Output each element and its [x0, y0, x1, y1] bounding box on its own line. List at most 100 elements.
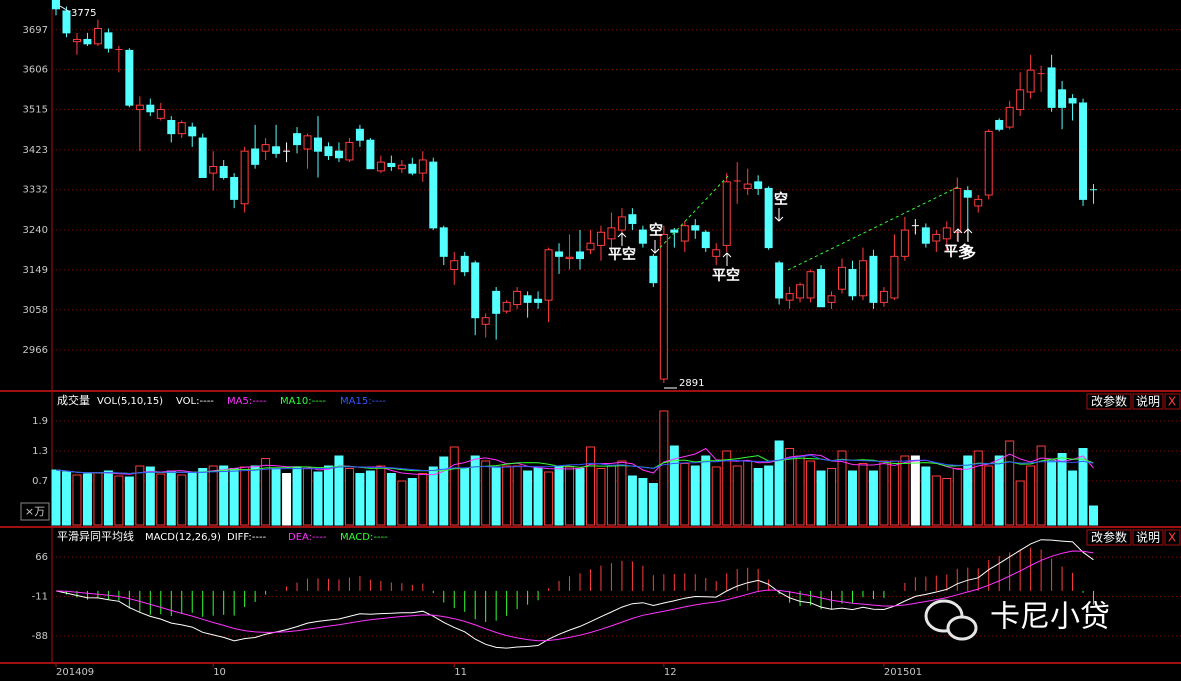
candle-body — [764, 187, 773, 249]
candle-body — [167, 120, 176, 135]
candle-body — [942, 227, 951, 240]
candle-body — [963, 190, 972, 198]
candle-body — [1068, 98, 1077, 104]
candle-body — [953, 187, 962, 233]
button[interactable] — [1164, 529, 1181, 546]
button[interactable] — [1164, 393, 1181, 410]
volume-bar — [1089, 505, 1099, 526]
y-tick-label: 0.7 — [32, 476, 48, 487]
volume-bar — [271, 468, 281, 526]
signal-label: 空 — [649, 222, 663, 239]
volume-bar — [806, 460, 816, 526]
button-label[interactable]: 说明 — [1136, 530, 1160, 545]
y-tick-label: 3332 — [23, 185, 48, 196]
button-label[interactable]: X — [1168, 395, 1176, 409]
volume-bar — [61, 471, 71, 526]
candle-body — [177, 122, 186, 135]
candle-body — [659, 233, 668, 380]
candle-body — [869, 255, 878, 303]
candle-body — [135, 104, 144, 111]
volume-bar — [774, 440, 784, 526]
candle-body — [324, 146, 333, 157]
y-tick-label: -88 — [32, 631, 48, 642]
volume-bar — [198, 468, 208, 526]
y-tick-label: 1.9 — [32, 416, 48, 427]
candle-body — [62, 10, 71, 34]
volume-bar — [617, 460, 627, 526]
legend-entry: MA5:---- — [227, 396, 267, 407]
legend-entry: MA15:---- — [340, 396, 386, 407]
candle-body — [146, 104, 155, 113]
volume-bar — [963, 455, 973, 526]
volume-bar — [313, 471, 323, 526]
button[interactable] — [1086, 529, 1132, 546]
candle-body — [995, 120, 1004, 130]
legend-entry: DEA:---- — [288, 532, 327, 543]
button-label[interactable]: X — [1168, 531, 1176, 545]
volume-bar — [554, 466, 564, 526]
candle-body — [838, 266, 846, 290]
volume-bar — [544, 471, 554, 526]
button[interactable] — [1132, 529, 1164, 546]
y-tick-label: 3697 — [23, 25, 48, 36]
candle-body — [471, 262, 480, 319]
volume-bar — [732, 465, 742, 526]
volume-bar — [952, 468, 962, 526]
legend-entry: DIFF:---- — [227, 532, 267, 543]
candle-body — [827, 295, 836, 303]
diff-line — [55, 539, 1094, 649]
y-tick-label: -11 — [32, 592, 48, 603]
volume-bar — [627, 475, 637, 526]
high-label: 3775 — [71, 8, 96, 19]
x-tick-label: 12 — [664, 667, 677, 678]
button-label[interactable]: 改参数 — [1091, 394, 1127, 409]
candle-body — [1016, 89, 1025, 111]
volume-bar — [910, 455, 920, 526]
volume-bar — [418, 473, 428, 526]
candle-body — [334, 150, 343, 159]
volume-bar — [1036, 445, 1046, 526]
volume-bar — [502, 465, 512, 526]
button-label[interactable]: 说明 — [1136, 394, 1160, 409]
y-tick-label: 66 — [35, 552, 48, 563]
x-tick-label: 10 — [213, 667, 226, 678]
candle-body — [429, 161, 438, 229]
button[interactable] — [1086, 393, 1132, 410]
volume-bar — [103, 470, 113, 526]
y-tick-label: 3149 — [23, 265, 48, 276]
signal-arrow — [650, 240, 660, 254]
volume-bar — [1078, 448, 1088, 526]
volume-bar — [900, 455, 910, 526]
candle-body — [52, 0, 60, 10]
volume-bar — [72, 474, 82, 526]
candle-body — [83, 38, 92, 45]
panel-title: 平滑异同平均线 — [57, 529, 134, 543]
candle-body — [460, 255, 469, 273]
candle-body — [691, 225, 700, 231]
volume-bar — [879, 460, 889, 526]
y-tick-label: 1.3 — [32, 446, 48, 457]
low-label: 2891 — [679, 378, 704, 389]
candle-body — [712, 249, 721, 257]
volume-bar — [344, 468, 354, 526]
ma-line — [55, 454, 1094, 475]
candle-body — [418, 159, 427, 174]
candle-body — [272, 146, 281, 154]
button[interactable] — [1132, 393, 1164, 410]
button-label[interactable]: 改参数 — [1091, 530, 1127, 545]
candle-body — [586, 242, 595, 251]
volume-bar — [942, 478, 952, 526]
volume-bar — [261, 458, 271, 526]
candle-body — [314, 137, 322, 152]
candle-body — [796, 284, 805, 299]
signal-label: 平空 — [712, 267, 740, 284]
volume-bar — [585, 446, 595, 526]
candle-body — [492, 290, 501, 314]
watermark-icon — [924, 599, 978, 641]
volume-bar — [827, 468, 837, 526]
candle-body — [397, 164, 406, 170]
volume-bar — [984, 465, 994, 526]
candle-body — [408, 163, 417, 174]
volume-bar — [135, 465, 145, 526]
